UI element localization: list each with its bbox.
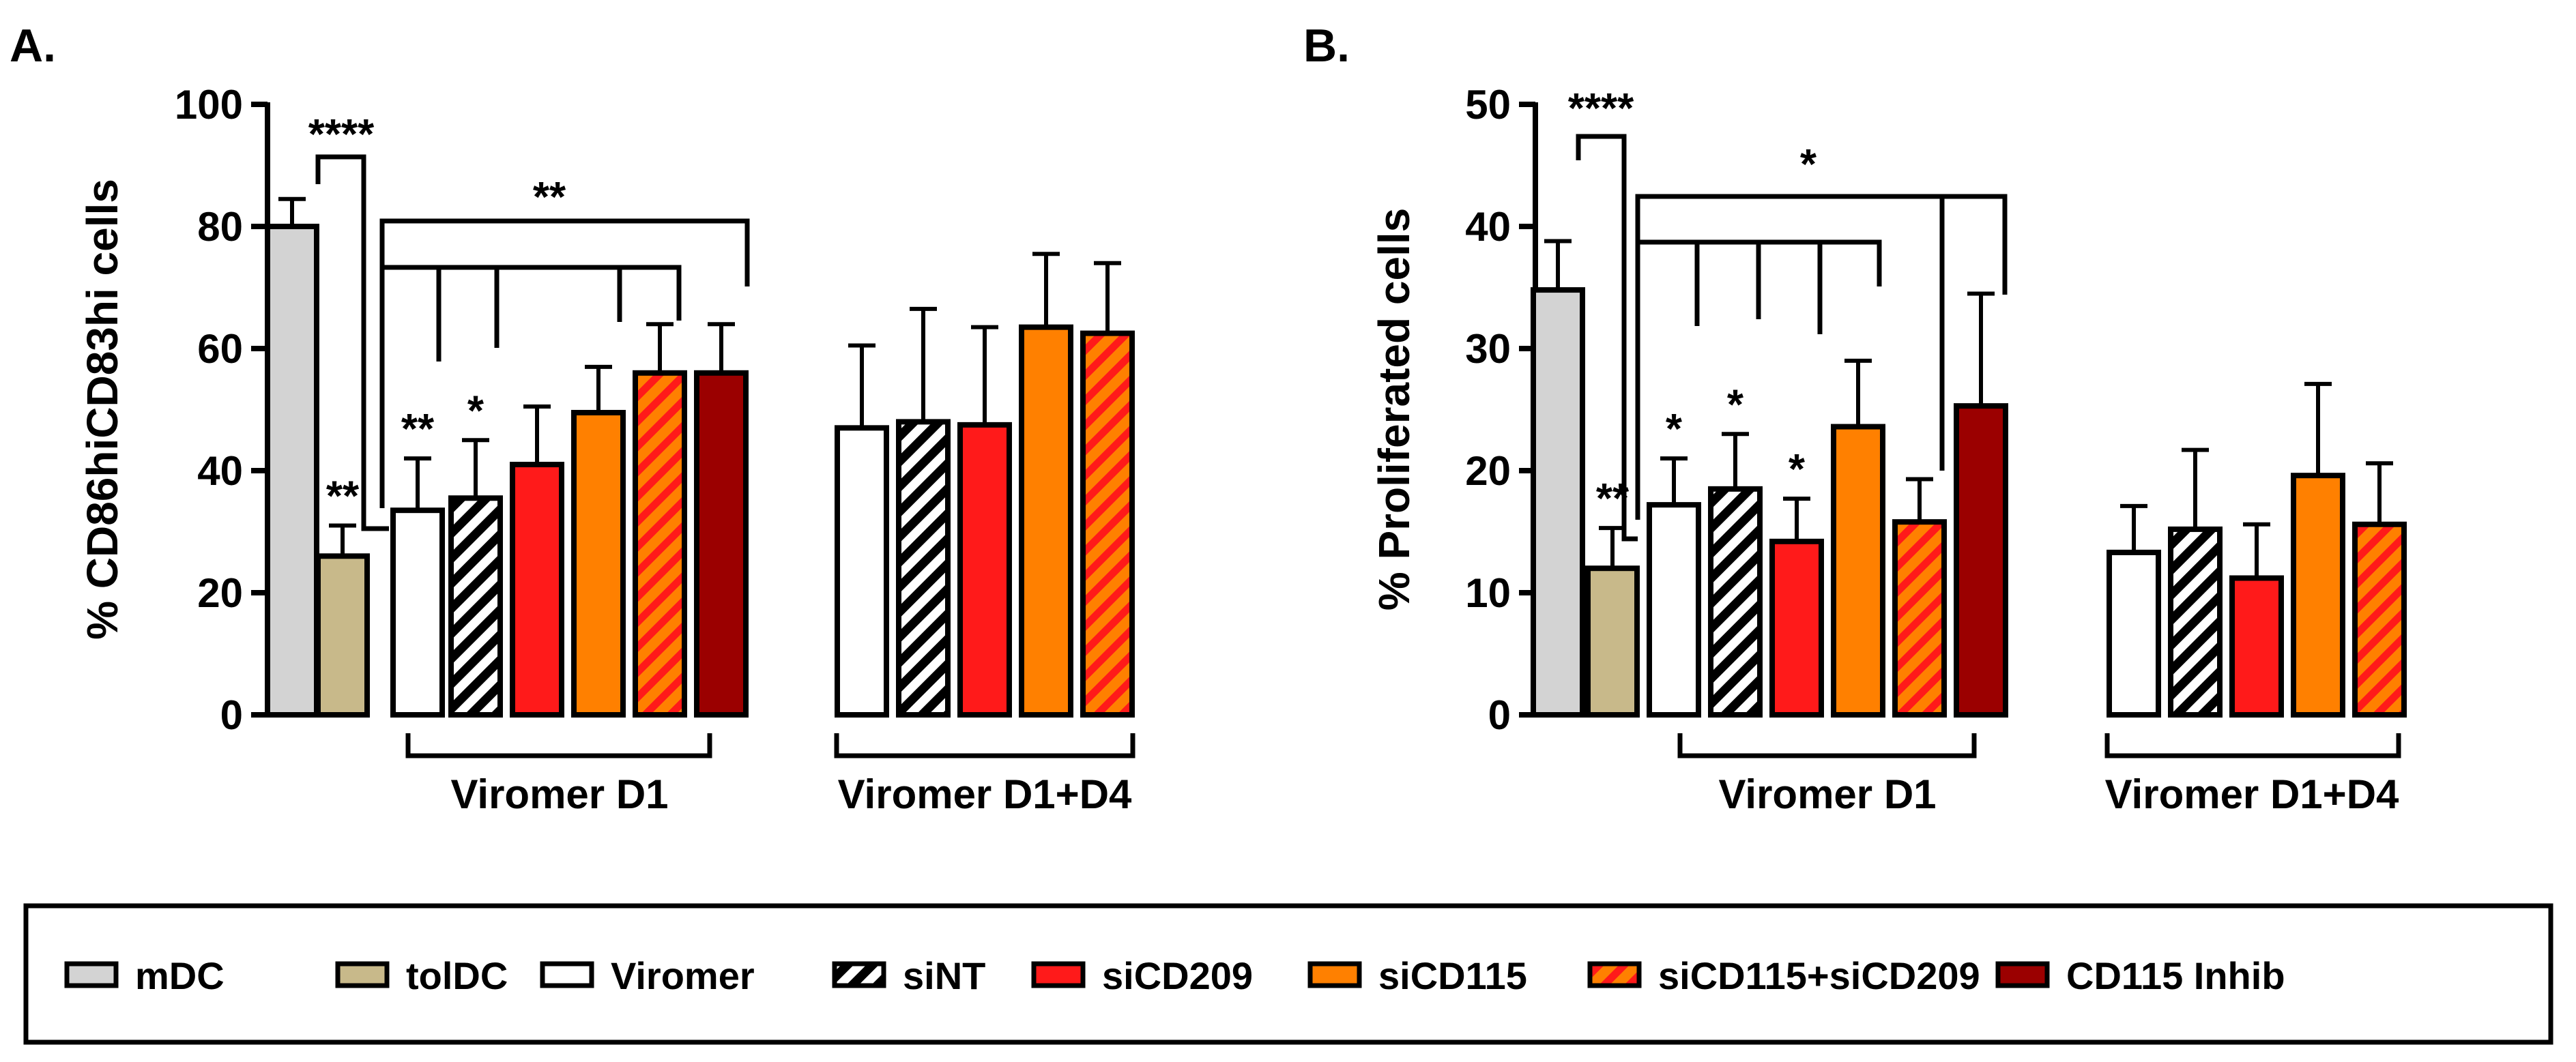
panel-a-ylabel: % CD86hiCD83hi cells [78, 179, 127, 640]
group-label-a-d1d4: Viromer D1+D4 [838, 771, 1132, 817]
group-label-a-d1: Viromer D1 [450, 771, 668, 817]
significance-label: * [467, 387, 484, 434]
y-tick-label: 10 [1465, 570, 1511, 616]
bar-cd115-inhib [694, 370, 749, 718]
bracket-a-toldc-d1-label: ** [533, 174, 566, 221]
group-bracket-b-d1 [1677, 733, 1977, 758]
bar-viromer [2107, 549, 2161, 718]
bar-sicd115-sicd209 [1080, 330, 1135, 718]
bar-toldc [1585, 565, 1640, 718]
bar-cd115-inhib [1954, 403, 2008, 718]
bar-sint [896, 419, 951, 718]
legend-label: siCD209 [1102, 954, 1253, 997]
significance-label: * [1789, 446, 1806, 493]
legend-swatch-mdc [64, 961, 119, 988]
legend-label: siNT [903, 954, 985, 997]
bracket-a-mdc-toldc-label: **** [308, 111, 375, 158]
bracket-a-mdc-toldc [315, 154, 389, 531]
bracket-b-toldc-d1-inner [1638, 239, 1882, 286]
panel-b-letter: B. [1303, 20, 1350, 72]
group-bracket-a-d1 [405, 733, 712, 758]
bar-viromer [1647, 502, 1701, 718]
legend-swatch-sint [832, 961, 886, 988]
bar-sicd115-sicd209 [1892, 519, 1947, 718]
y-tick-label: 40 [1465, 204, 1511, 250]
legend-swatch-sicd115 [1307, 961, 1362, 988]
bar-sicd115 [1831, 424, 1885, 718]
legend-label: Viromer [611, 954, 755, 997]
bracket-b-mdc-toldc [1576, 134, 1638, 542]
bar-sicd209 [1769, 538, 1824, 718]
significance-label: ** [401, 406, 435, 453]
bar-mdc [265, 224, 319, 718]
panel-b-annotations: **** * Viromer D1 Viromer D1+D4 [1568, 85, 2401, 817]
y-tick-label: 100 [175, 82, 243, 128]
y-tick-label: 0 [220, 692, 243, 738]
bar-sint [1708, 486, 1763, 718]
significance-label: * [1666, 406, 1683, 453]
panel-b-ylabel: % Proliferated cells [1370, 208, 1419, 610]
y-tick-label: 20 [1465, 448, 1511, 494]
group-label-b-d1: Viromer D1 [1718, 771, 1936, 817]
legend-label: tolDC [406, 954, 508, 997]
legend-label: siCD115+siCD209 [1658, 954, 1980, 997]
panel-b-bars: ***** [1531, 239, 2407, 718]
bracket-b-toldc-d1-outer [1635, 194, 2008, 520]
bar-sint [448, 495, 503, 718]
y-tick-label: 60 [197, 326, 243, 372]
group-bracket-b-d1d4 [2104, 733, 2401, 758]
group-bracket-a-d1d4 [834, 733, 1135, 758]
bar-sicd115 [571, 409, 626, 718]
significance-label: * [1727, 381, 1744, 428]
bar-sicd115-sicd209 [633, 370, 687, 718]
y-tick-label: 40 [197, 448, 243, 494]
y-tick-label: 0 [1488, 692, 1511, 738]
bar-sicd209 [2229, 575, 2284, 718]
panel-a-annotations: **** ** Viromer D1 Viromer D1+D4 [308, 111, 1135, 817]
bracket-a-toldc-d1-inner [382, 265, 682, 321]
bracket-b-mdc-toldc-label: **** [1568, 85, 1634, 132]
legend-swatch-toldc [335, 961, 390, 988]
bar-sicd115 [1019, 324, 1073, 718]
y-tick-label: 80 [197, 204, 243, 250]
panel-a-bars: **** * [265, 196, 1135, 718]
group-label-b-d1d4: Viromer D1+D4 [2105, 771, 2399, 817]
y-tick-label: 30 [1465, 326, 1511, 372]
y-tick-label: 50 [1465, 82, 1511, 128]
y-tick-label: 20 [197, 570, 243, 616]
bar-sint [2168, 526, 2223, 718]
legend-label: mDC [135, 954, 225, 997]
bar-viromer [390, 507, 445, 718]
bar-sicd115 [2291, 473, 2345, 718]
legend-items: mDC tolDC Viromer siNT siCD209 siCD115 siCD115… [64, 954, 2285, 997]
panel-a-axis: 0 20 40 60 80 100 [175, 82, 270, 738]
bar-sicd115-sicd209 [2352, 521, 2407, 718]
bracket-b-toldc-d1-label: * [1800, 141, 1817, 188]
legend-border [23, 903, 2553, 1045]
bar-toldc [315, 553, 370, 718]
legend: mDC tolDC Viromer siNT siCD209 siCD115 siCD115… [23, 903, 2553, 1045]
panel-a-letter: A. [10, 20, 56, 72]
bracket-a-toldc-d1-outer [379, 218, 750, 508]
bar-mdc [1531, 287, 1585, 718]
legend-swatch-cd115-inhib [1995, 961, 2050, 988]
bar-sicd209 [957, 422, 1012, 718]
panel-b-axis: 0 10 20 30 40 50 [1465, 82, 1538, 738]
legend-swatch-viromer [540, 961, 594, 988]
legend-label: siCD115 [1378, 954, 1527, 997]
legend-label: CD115 Inhib [2066, 954, 2285, 997]
bar-sicd209 [510, 462, 564, 718]
significance-label: ** [326, 473, 360, 520]
legend-swatch-sicd115-sicd209 [1587, 961, 1642, 988]
legend-swatch-sicd209 [1031, 961, 1086, 988]
bar-viromer [835, 425, 889, 718]
